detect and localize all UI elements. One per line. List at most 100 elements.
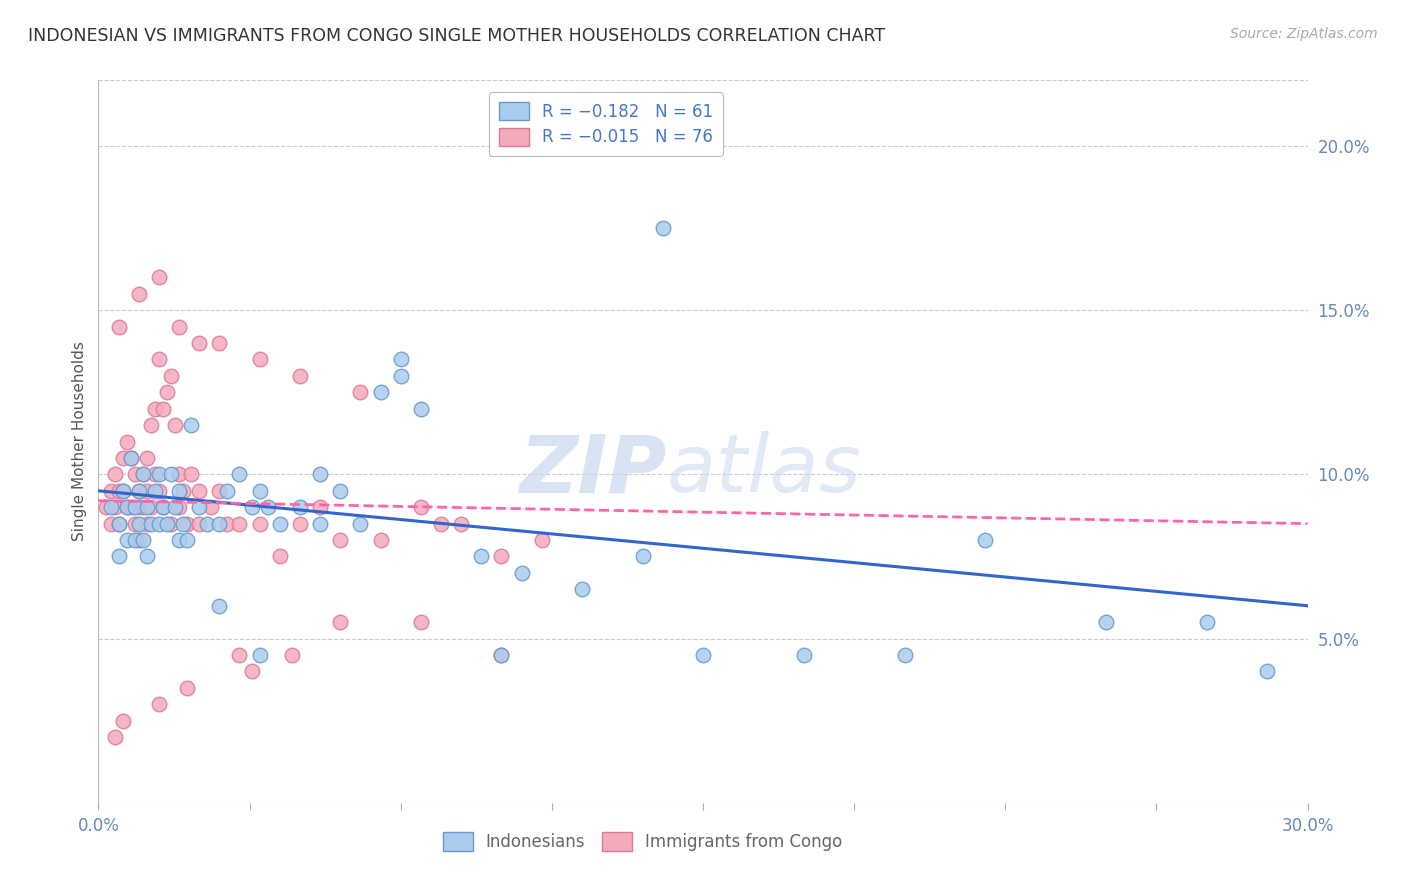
Point — [156, 516, 179, 531]
Text: atlas: atlas — [666, 432, 862, 509]
Point — [139, 516, 162, 531]
Text: INDONESIAN VS IMMIGRANTS FROM CONGO SINGLE MOTHER HOUSEHOLDS CORRELATION CHART: INDONESIAN VS IMMIGRANTS FROM CONGO SING… — [28, 27, 886, 45]
Point — [172, 483, 194, 498]
Point — [530, 533, 553, 547]
Point — [491, 648, 513, 662]
Point — [143, 467, 166, 482]
Point — [103, 467, 125, 482]
Point — [128, 286, 150, 301]
Point — [148, 483, 170, 498]
Point — [143, 483, 166, 498]
Point — [329, 533, 352, 547]
Point — [510, 566, 533, 580]
Point — [100, 500, 122, 515]
Point — [128, 500, 150, 515]
Point — [571, 582, 593, 597]
Point — [152, 500, 174, 515]
Point — [100, 483, 122, 498]
Point — [208, 483, 231, 498]
Legend: Indonesians, Immigrants from Congo: Indonesians, Immigrants from Congo — [434, 824, 851, 860]
Point — [143, 401, 166, 416]
Point — [135, 549, 157, 564]
Point — [228, 648, 250, 662]
Point — [329, 615, 352, 630]
Point — [124, 500, 146, 515]
Point — [139, 500, 162, 515]
Point — [103, 730, 125, 744]
Point — [309, 467, 332, 482]
Point — [288, 516, 311, 531]
Point — [148, 270, 170, 285]
Point — [107, 483, 129, 498]
Point — [167, 533, 190, 547]
Point — [1195, 615, 1218, 630]
Point — [370, 385, 392, 400]
Point — [124, 516, 146, 531]
Point — [240, 665, 263, 679]
Point — [167, 467, 190, 482]
Point — [139, 418, 162, 433]
Point — [409, 615, 432, 630]
Point — [172, 516, 194, 531]
Point — [124, 533, 146, 547]
Point — [167, 319, 190, 334]
Point — [132, 467, 155, 482]
Point — [228, 516, 250, 531]
Point — [228, 467, 250, 482]
Point — [269, 516, 291, 531]
Point — [156, 385, 179, 400]
Point — [111, 483, 134, 498]
Point — [160, 467, 183, 482]
Point — [329, 483, 352, 498]
Point — [152, 500, 174, 515]
Point — [309, 500, 332, 515]
Point — [120, 500, 142, 515]
Point — [692, 648, 714, 662]
Point — [115, 500, 138, 515]
Point — [148, 352, 170, 367]
Point — [309, 516, 332, 531]
Point — [249, 648, 271, 662]
Text: ZIP: ZIP — [519, 432, 666, 509]
Point — [409, 500, 432, 515]
Point — [180, 467, 202, 482]
Point — [111, 483, 134, 498]
Point — [491, 549, 513, 564]
Point — [115, 500, 138, 515]
Point — [120, 450, 142, 465]
Point — [208, 336, 231, 351]
Point — [132, 467, 155, 482]
Y-axis label: Single Mother Households: Single Mother Households — [72, 342, 87, 541]
Point — [409, 401, 432, 416]
Point — [107, 516, 129, 531]
Point — [163, 500, 186, 515]
Point — [128, 516, 150, 531]
Point — [152, 401, 174, 416]
Point — [111, 714, 134, 728]
Point — [470, 549, 492, 564]
Point — [256, 500, 278, 515]
Point — [631, 549, 654, 564]
Point — [107, 319, 129, 334]
Point — [180, 418, 202, 433]
Point — [249, 352, 271, 367]
Point — [288, 368, 311, 383]
Point — [1256, 665, 1278, 679]
Point — [389, 352, 412, 367]
Point — [249, 483, 271, 498]
Point — [96, 500, 118, 515]
Point — [217, 516, 239, 531]
Point — [389, 368, 412, 383]
Point — [200, 500, 222, 515]
Point — [793, 648, 815, 662]
Point — [167, 500, 190, 515]
Point — [176, 681, 198, 695]
Point — [217, 483, 239, 498]
Point — [188, 336, 211, 351]
Point — [1095, 615, 1118, 630]
Point — [124, 467, 146, 482]
Point — [148, 516, 170, 531]
Point — [240, 500, 263, 515]
Point — [128, 483, 150, 498]
Point — [188, 500, 211, 515]
